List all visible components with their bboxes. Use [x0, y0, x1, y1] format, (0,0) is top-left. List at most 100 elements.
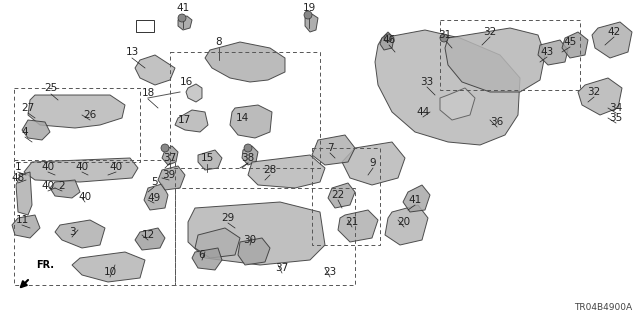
Text: 13: 13 [125, 47, 139, 57]
Circle shape [178, 14, 186, 22]
Polygon shape [328, 183, 355, 208]
Text: 27: 27 [21, 103, 35, 113]
Polygon shape [162, 146, 178, 165]
Circle shape [244, 144, 252, 152]
Text: 17: 17 [177, 115, 191, 125]
Text: 38: 38 [241, 153, 255, 163]
Polygon shape [562, 32, 588, 58]
Text: FR.: FR. [36, 260, 54, 270]
Bar [14, 88, 140, 162]
Polygon shape [178, 16, 192, 30]
Bar [440, 20, 580, 90]
Text: 6: 6 [198, 250, 205, 260]
Text: 40: 40 [79, 192, 92, 202]
Polygon shape [578, 78, 622, 115]
Polygon shape [338, 210, 378, 242]
Text: 37: 37 [163, 153, 177, 163]
Polygon shape [188, 202, 325, 265]
Polygon shape [158, 166, 185, 190]
Text: 44: 44 [417, 107, 429, 117]
Text: 23: 23 [323, 267, 337, 277]
Polygon shape [28, 95, 125, 128]
Text: 43: 43 [540, 47, 554, 57]
Text: 40: 40 [42, 162, 54, 172]
Text: TR04B4900A: TR04B4900A [574, 303, 632, 312]
Text: 41: 41 [177, 3, 189, 13]
Text: 9: 9 [370, 158, 376, 168]
Text: 34: 34 [609, 103, 623, 113]
Text: 16: 16 [179, 77, 193, 87]
Polygon shape [12, 215, 40, 238]
Text: 40: 40 [42, 181, 54, 191]
Polygon shape [380, 32, 394, 50]
Text: 40: 40 [76, 162, 88, 172]
Text: 8: 8 [216, 37, 222, 47]
Text: 21: 21 [346, 217, 358, 227]
Text: 19: 19 [302, 3, 316, 13]
Text: 31: 31 [438, 30, 452, 40]
Circle shape [384, 34, 392, 42]
Text: 39: 39 [163, 170, 175, 180]
Polygon shape [72, 252, 145, 282]
Polygon shape [248, 155, 325, 188]
Polygon shape [50, 180, 80, 198]
Bar [175, 188, 355, 285]
Text: 14: 14 [236, 113, 248, 123]
Polygon shape [230, 105, 272, 138]
Polygon shape [205, 42, 285, 82]
Text: 45: 45 [563, 37, 577, 47]
Polygon shape [195, 228, 240, 258]
Text: 26: 26 [83, 110, 97, 120]
Polygon shape [592, 22, 632, 58]
Text: 3: 3 [68, 227, 76, 237]
Bar [312, 148, 380, 245]
Polygon shape [312, 135, 355, 165]
Text: 20: 20 [397, 217, 411, 227]
Polygon shape [24, 158, 138, 182]
Polygon shape [22, 120, 50, 140]
Polygon shape [186, 84, 202, 102]
Text: 37: 37 [275, 263, 289, 273]
Polygon shape [192, 248, 222, 270]
Text: 4: 4 [22, 127, 28, 137]
Text: 28: 28 [264, 165, 276, 175]
Text: 48: 48 [12, 173, 24, 183]
Polygon shape [135, 55, 175, 85]
Text: 10: 10 [104, 267, 116, 277]
Circle shape [161, 144, 169, 152]
Text: 22: 22 [332, 190, 344, 200]
Text: 12: 12 [141, 230, 155, 240]
Polygon shape [440, 88, 475, 120]
Polygon shape [538, 40, 568, 65]
Polygon shape [375, 30, 520, 145]
Polygon shape [342, 142, 405, 185]
Bar [170, 52, 320, 168]
Polygon shape [198, 150, 222, 170]
Polygon shape [135, 228, 165, 250]
Text: 41: 41 [408, 195, 422, 205]
Text: 30: 30 [243, 235, 257, 245]
Bar [136, 20, 154, 32]
Text: 18: 18 [141, 88, 155, 98]
Text: 42: 42 [607, 27, 621, 37]
Polygon shape [55, 220, 105, 248]
Text: 35: 35 [609, 113, 623, 123]
Polygon shape [305, 14, 318, 32]
Text: 15: 15 [200, 153, 214, 163]
Circle shape [304, 11, 312, 19]
Text: 32: 32 [483, 27, 497, 37]
Circle shape [440, 34, 448, 42]
Text: 36: 36 [490, 117, 504, 127]
Text: 25: 25 [44, 83, 58, 93]
Text: 49: 49 [147, 193, 161, 203]
Text: 40: 40 [109, 162, 123, 172]
Text: 33: 33 [420, 77, 434, 87]
Text: 29: 29 [221, 213, 235, 223]
Text: 11: 11 [15, 215, 29, 225]
Polygon shape [445, 28, 545, 92]
Polygon shape [242, 146, 258, 165]
Polygon shape [175, 110, 208, 132]
Polygon shape [403, 185, 430, 212]
Polygon shape [385, 205, 428, 245]
Text: 46: 46 [382, 35, 396, 45]
